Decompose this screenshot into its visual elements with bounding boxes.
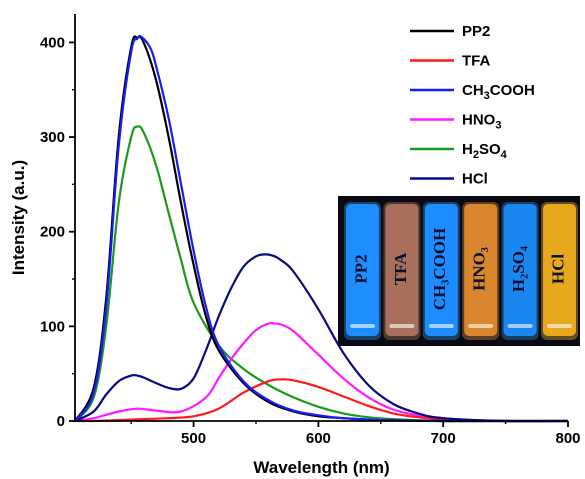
vial-liquid [543,204,576,336]
x-axis-title: Wavelength (nm) [253,458,389,477]
vial: TFA [383,202,421,340]
vial-liquid [346,204,379,336]
y-tick-label: 400 [40,34,65,51]
legend: PP2 TFA CH3COOH HNO3 H2SO4 HCl [410,23,535,188]
vial: HNO₃ [462,202,500,340]
vial-photo-inset: PP2 TFA CH₃COOH HNO₃ H₂SO₄ HCl [338,196,580,346]
vial: CH₃COOH [422,202,460,340]
vial-label: HNO₃ [470,247,489,291]
vial-meniscus [547,324,572,328]
legend-label: PP2 [462,23,490,40]
y-tick-label: 200 [40,224,65,241]
series-line-1 [74,378,569,423]
x-tick-label: 600 [306,430,331,447]
series-line-3 [74,321,569,423]
y-tick-label: 300 [40,129,65,146]
vial-liquid [464,204,498,336]
y-tick-label: 100 [40,318,65,335]
vial-meniscus [389,324,415,328]
y-tick-label: 0 [57,413,65,430]
legend-label: CH3COOH [462,82,535,102]
vial-meniscus [468,324,494,328]
series-line-2 [74,34,568,423]
legend-label: HNO3 [462,112,501,132]
y-axis-title: Intensity (a.u.) [9,160,28,275]
legend-label: H2SO4 [462,141,508,161]
x-tick-label: 500 [181,430,206,447]
vial: PP2 [344,202,381,340]
vial-liquid [385,204,419,336]
vial-liquid [424,204,458,336]
vial-label: PP2 [351,254,370,283]
vial-label: HCl [548,254,567,285]
vial-meniscus [507,324,533,328]
legend-label: HCl [462,171,488,188]
vial-meniscus [428,324,454,328]
legend-label: TFA [462,53,490,70]
series-line-4 [74,125,568,423]
x-tick-label: 800 [555,430,580,447]
series-line-5 [74,253,569,423]
vial: H₂SO₄ [501,202,539,340]
vial-meniscus [350,324,375,328]
x-tick-label: 700 [431,430,456,447]
vial-liquid [503,204,537,336]
vial-label: H₂SO₄ [509,246,528,292]
vial-label: TFA [391,252,410,285]
vial: HCl [541,202,578,340]
vial-label: CH₃COOH [430,228,449,311]
series-layer [74,34,569,423]
axes-layer: 0 100 200 300 400 500 600 700 800 [40,14,581,447]
